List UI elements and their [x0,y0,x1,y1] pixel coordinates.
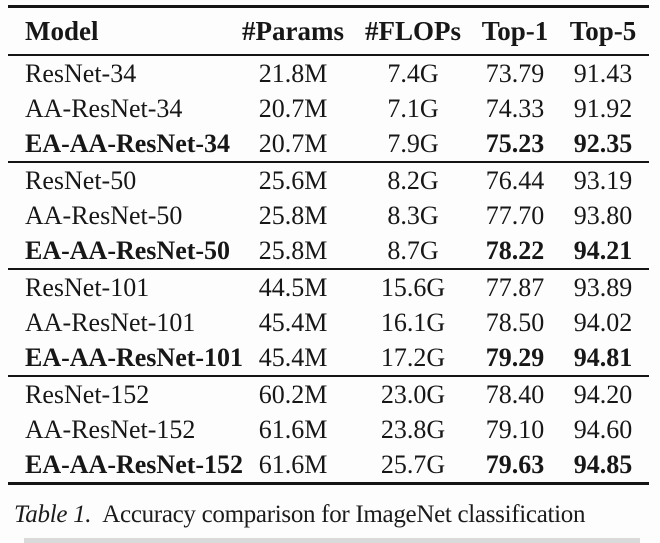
model-cell: AA-ResNet-34 [25,93,183,123]
params-cell: 25.8M [258,235,328,265]
model-cell: EA-AA-ResNet-50 [25,235,231,265]
top5-cell: 93.80 [573,200,633,230]
table-header: Model #Params #FLOPs Top-1 Top-5 [8,6,649,56]
top1-cell: 77.87 [485,272,545,302]
flops-cell: 16.1G [380,307,446,337]
params-cell: 60.2M [258,379,328,409]
flops-cell: 8.3G [387,200,439,230]
flops-cell: 7.1G [387,93,439,123]
column-header-params: #Params [233,6,353,56]
params-cell: 20.7M [258,93,328,123]
flops-cell: 25.7G [380,449,446,479]
top5-cell: 91.43 [573,58,633,88]
params-cell: 61.6M [258,449,328,479]
model-cell: EA-AA-ResNet-152 [25,449,244,479]
top5-cell: 94.85 [573,449,633,479]
model-cell: ResNet-152 [25,379,150,409]
column-header-top5: Top-5 [557,6,649,56]
flops-cell: 7.4G [387,58,439,88]
params-cell: 44.5M [258,272,328,302]
top5-cell: 94.20 [573,379,633,409]
model-cell: AA-ResNet-50 [25,200,183,230]
cropped-content-bar [24,538,640,543]
top1-cell: 78.40 [485,379,545,409]
params-cell: 45.4M [258,342,328,372]
flops-cell: 17.2G [380,342,446,372]
column-header-top1: Top-1 [473,6,557,56]
model-cell: ResNet-34 [25,58,137,88]
model-cell: ResNet-101 [25,272,150,302]
table-group-3: ResNet-101 44.5M 15.6G 77.87 93.89 AA-ResNet-… [8,269,649,376]
caption-text: Accuracy comparison for ImageNet classif… [102,501,586,528]
flops-cell: 8.7G [387,235,439,265]
params-cell: 20.7M [258,128,328,158]
model-cell: ResNet-50 [25,165,137,195]
top1-cell: 79.29 [485,342,545,372]
top1-cell: 79.63 [485,449,545,479]
top1-cell: 76.44 [485,165,545,195]
top1-cell: 78.22 [485,235,545,265]
table-group-4: ResNet-152 60.2M 23.0G 78.40 94.20 AA-ResNet-… [8,376,649,484]
params-cell: 45.4M [258,307,328,337]
table-row: EA-AA-ResNet-152 61.6M 25.7G 79.63 94.85 [8,447,649,484]
flops-cell: 23.8G [380,414,446,444]
top5-cell: 94.21 [573,235,633,265]
table-row: AA-ResNet-152 61.6M 23.8G 79.10 94.60 [8,412,649,447]
table-row: AA-ResNet-101 45.4M 16.1G 78.50 94.02 [8,305,649,340]
table-caption: Table 1. Accuracy comparison for ImageNet… [14,501,654,529]
model-cell: AA-ResNet-101 [25,307,196,337]
table-row: ResNet-101 44.5M 15.6G 77.87 93.89 [8,269,649,305]
table-row: AA-ResNet-34 20.7M 7.1G 74.33 91.92 [8,91,649,126]
column-header-model: Model [8,6,233,56]
top1-cell: 77.70 [485,200,545,230]
table-row: EA-AA-ResNet-101 45.4M 17.2G 79.29 94.81 [8,340,649,376]
top5-cell: 91.92 [573,93,633,123]
caption-label: Table 1. [14,501,92,528]
top1-cell: 79.10 [485,414,545,444]
top5-cell: 94.02 [573,307,633,337]
table-row: EA-AA-ResNet-50 25.8M 8.7G 78.22 94.21 [8,233,649,269]
model-cell: EA-AA-ResNet-101 [25,342,244,372]
table-group-2: ResNet-50 25.6M 8.2G 76.44 93.19 AA-ResNet-50… [8,162,649,269]
table-row: EA-AA-ResNet-34 20.7M 7.9G 75.23 92.35 [8,126,649,162]
table-row: ResNet-152 60.2M 23.0G 78.40 94.20 [8,376,649,412]
header-row: Model #Params #FLOPs Top-1 Top-5 [8,6,649,56]
top1-cell: 74.33 [485,93,545,123]
top5-cell: 92.35 [573,128,633,158]
top1-cell: 73.79 [485,58,545,88]
results-table: Model #Params #FLOPs Top-1 Top-5 ResNet-… [8,5,649,485]
top5-cell: 94.81 [573,342,633,372]
params-cell: 25.8M [258,200,328,230]
top1-cell: 75.23 [485,128,545,158]
params-cell: 25.6M [258,165,328,195]
table-group-1: ResNet-34 21.8M 7.4G 73.79 91.43 AA-ResNet-34… [8,55,649,162]
top1-cell: 78.50 [485,307,545,337]
column-header-flops: #FLOPs [353,6,473,56]
table-row: AA-ResNet-50 25.8M 8.3G 77.70 93.80 [8,198,649,233]
model-cell: EA-AA-ResNet-34 [25,128,231,158]
top5-cell: 93.89 [573,272,633,302]
params-cell: 21.8M [258,58,328,88]
top5-cell: 94.60 [573,414,633,444]
top5-cell: 93.19 [573,165,633,195]
table-row: ResNet-50 25.6M 8.2G 76.44 93.19 [8,162,649,198]
model-cell: AA-ResNet-152 [25,414,196,444]
flops-cell: 15.6G [380,272,446,302]
flops-cell: 7.9G [387,128,439,158]
flops-cell: 23.0G [380,379,446,409]
params-cell: 61.6M [258,414,328,444]
table-row: ResNet-34 21.8M 7.4G 73.79 91.43 [8,55,649,91]
flops-cell: 8.2G [387,165,439,195]
